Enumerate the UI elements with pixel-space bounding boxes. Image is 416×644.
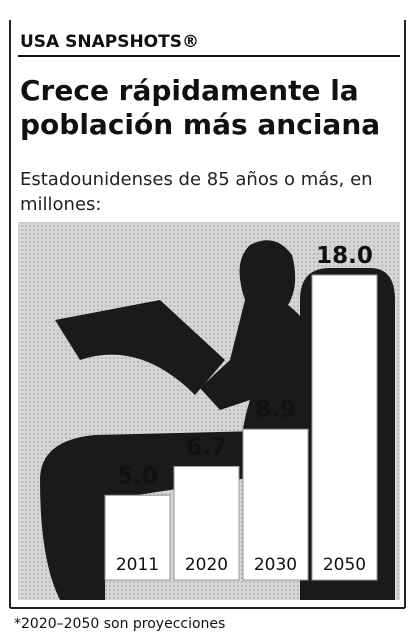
value-label: 6.7	[186, 434, 227, 460]
footnote: *2020–2050 son proyecciones	[14, 616, 225, 632]
x-tick-label: 2050	[323, 555, 366, 575]
x-tick-label: 2011	[116, 555, 159, 575]
bar	[104, 494, 171, 581]
bar	[311, 274, 378, 581]
x-tick-label: 2020	[185, 555, 228, 575]
value-label: 5.0	[117, 463, 158, 489]
bar	[173, 465, 240, 581]
value-label: 8.9	[255, 397, 296, 423]
value-label: 18.0	[316, 243, 373, 269]
x-tick-label: 2030	[254, 555, 297, 575]
chart-subtitle: Estadounidenses de 85 años o más, en mill…	[20, 169, 373, 215]
header: USA SNAPSHOTS®	[20, 32, 199, 52]
bar	[242, 428, 309, 581]
chart-title: Crece rápidamente la población más ancian…	[20, 74, 380, 141]
